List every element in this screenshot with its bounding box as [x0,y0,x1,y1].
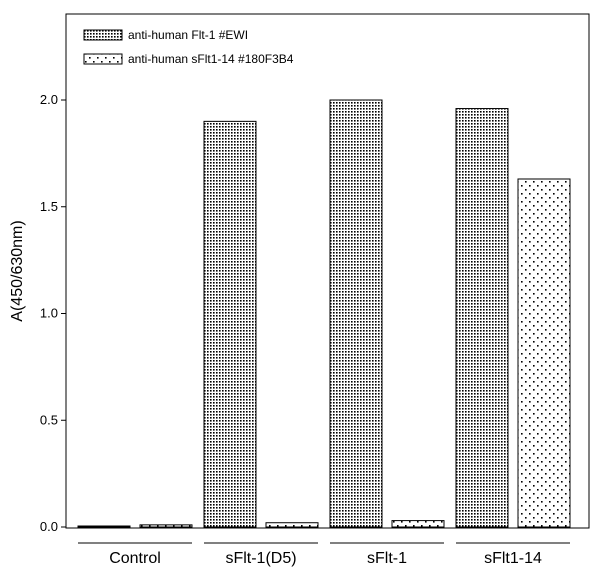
category-axis: Control sFlt-1(D5) sFlt-1 sFlt1-14 [78,542,570,567]
y-tick-label: 1.0 [40,306,58,321]
x-category-label: sFlt-1 [367,550,407,567]
y-tick-label: 2.0 [40,92,58,107]
bars [77,99,571,528]
bar-flt1-ewi [77,525,131,528]
bar-sflt1-14 [391,520,445,528]
bar-flt1-ewi [455,108,509,528]
legend: anti-human Flt-1 #EWI anti-human sFlt1-1… [83,28,294,66]
y-tick-label: 1.5 [40,199,58,214]
bar-flt1-ewi [329,99,383,528]
x-category-label: sFlt1-14 [484,550,542,567]
legend-swatch-flt1-ewi [83,29,123,41]
y-axis-title: A(450/630nm) [9,220,26,321]
x-category-label: Control [109,550,161,567]
bar-sflt1-14 [265,522,319,528]
bar-sflt1-14 [517,178,571,528]
y-axis-ticks: 0.0 0.5 1.0 1.5 2.0 [40,92,66,534]
bar-flt1-ewi [203,120,257,528]
y-tick-label: 0.0 [40,519,58,534]
x-category-label: sFlt-1(D5) [225,550,296,567]
y-tick-label: 0.5 [40,412,58,427]
plot-frame [65,13,590,529]
legend-label-sflt1-14: anti-human sFlt1-14 #180F3B4 [128,52,294,66]
legend-label-flt1-ewi: anti-human Flt-1 #EWI [128,28,248,42]
bar-sflt1-14 [139,524,193,528]
legend-swatch-sflt1-14 [83,53,123,65]
